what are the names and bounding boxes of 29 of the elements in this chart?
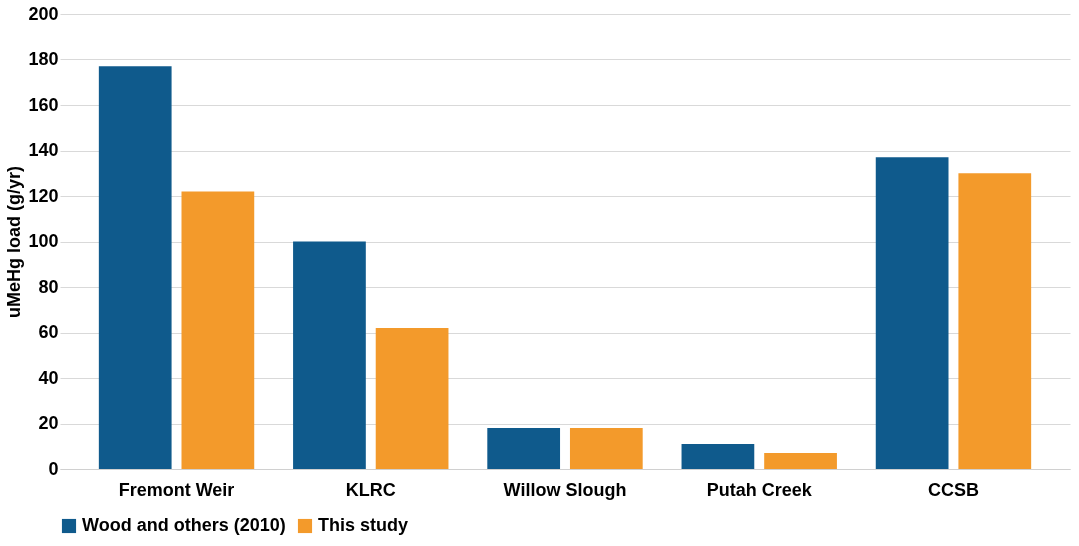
y-tick-label: 40: [38, 367, 59, 388]
y-tick-label: 80: [38, 276, 59, 297]
bar: [764, 453, 837, 469]
y-tick-label: 200: [28, 3, 59, 24]
bar: [875, 157, 949, 469]
x-tick-label: Fremont Weir: [118, 479, 235, 500]
bar: [681, 443, 755, 469]
y-tick-label: 20: [38, 413, 59, 433]
y-axis-title: uMeHg load (g/yr): [4, 166, 25, 318]
bar: [958, 173, 1032, 469]
x-tick-label: CCSB: [927, 479, 979, 500]
y-tick-label: 120: [28, 185, 59, 206]
y-tick-label: 180: [28, 49, 59, 69]
bar: [293, 241, 366, 469]
y-tick-label: 0: [48, 458, 59, 479]
x-tick-label: KLRC: [345, 479, 396, 500]
bar: [487, 428, 561, 469]
x-tick-label: Putah Creek: [706, 479, 813, 500]
bar: [569, 428, 643, 469]
x-tick-label: Willow Slough: [503, 479, 627, 500]
legend-label: Wood and others (2010): [82, 515, 286, 535]
y-tick-label: 100: [28, 231, 59, 251]
bar: [375, 327, 449, 469]
bar: [181, 191, 255, 469]
legend-label: This study: [318, 515, 409, 535]
y-tick-label: 60: [38, 322, 59, 342]
y-tick-label: 160: [28, 94, 59, 115]
bar: [98, 66, 172, 469]
y-tick-label: 140: [28, 140, 59, 160]
